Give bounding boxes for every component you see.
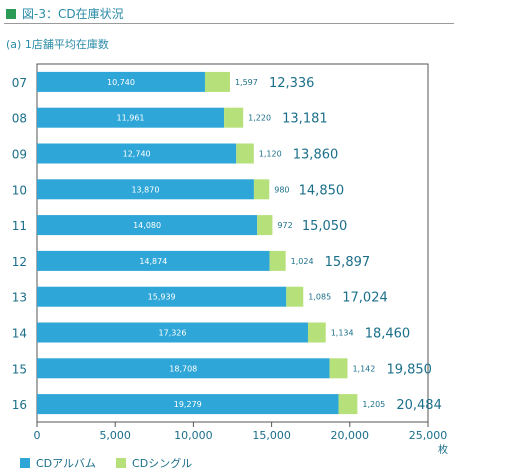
data-label-single: 1,220 [248, 114, 271, 123]
heading-rule [4, 23, 454, 24]
bar-album [37, 143, 237, 164]
bar-single [253, 179, 270, 200]
heading-square-icon [6, 8, 16, 19]
category-label: 10 [12, 183, 27, 197]
plot-frame [36, 63, 429, 423]
bar-single [286, 286, 304, 307]
category-label: 11 [12, 219, 27, 233]
x-tick-label: 20,000 [331, 429, 370, 442]
category-label: 09 [12, 148, 27, 162]
category-label: 12 [12, 255, 27, 269]
data-label-total: 13,860 [293, 148, 339, 163]
legend-item-single: CDシングル [116, 455, 192, 471]
legend-swatch-single [116, 458, 127, 468]
legend-label-album: CDアルバム [36, 457, 97, 470]
category-label: 15 [12, 362, 27, 376]
data-label-total: 19,850 [386, 362, 432, 377]
category-label: 07 [12, 76, 27, 90]
category-label: 08 [12, 112, 27, 126]
data-label-total: 18,460 [365, 327, 411, 342]
x-tick-label: 25,000 [409, 429, 448, 442]
bar-album [37, 322, 308, 343]
figure-subtitle: (a) 1店舗平均在庫数 [6, 38, 109, 51]
data-label-single: 1,085 [308, 293, 331, 302]
figure-title: 図-3：CD在庫状況 [22, 7, 124, 21]
bar-single [269, 250, 286, 271]
data-label-album: 19,279 [174, 400, 202, 409]
data-label-total: 17,024 [342, 291, 388, 306]
data-label-album: 15,939 [148, 293, 176, 302]
bar-single [329, 358, 348, 379]
bar-single [307, 322, 326, 343]
bar-single [338, 394, 358, 415]
data-label-album: 11,961 [117, 114, 145, 123]
legend-label-single: CDシングル [132, 457, 193, 470]
data-label-single: 1,597 [235, 78, 258, 87]
x-tick-label: 15,000 [252, 429, 291, 442]
bar-single [204, 71, 230, 92]
bar-album [37, 179, 254, 200]
data-label-album: 12,740 [123, 150, 151, 159]
bar-album [37, 286, 287, 307]
x-tick-label: 0 [34, 429, 41, 442]
legend: CDアルバム CDシングル [20, 455, 212, 471]
data-label-total: 13,181 [282, 112, 328, 127]
x-tick-label: 10,000 [174, 429, 213, 442]
data-label-single: 980 [274, 185, 289, 194]
x-tick-label: 5,000 [99, 429, 131, 442]
bar-album [37, 250, 270, 271]
data-label-single: 1,142 [352, 364, 375, 373]
data-label-album: 18,708 [169, 364, 197, 373]
data-label-album: 13,870 [131, 185, 159, 194]
data-label-single: 1,024 [291, 257, 314, 266]
bar-album [37, 71, 205, 92]
legend-item-album: CDアルバム [20, 455, 96, 471]
bar-single [236, 143, 254, 164]
category-label: 16 [12, 398, 27, 412]
bar-single [224, 107, 244, 128]
figure-heading: 図-3：CD在庫状況 [6, 5, 124, 22]
data-label-album: 17,326 [158, 329, 186, 338]
data-label-single: 1,134 [331, 329, 354, 338]
data-label-album: 14,874 [139, 257, 167, 266]
bar-single [257, 215, 273, 236]
legend-swatch-album [20, 458, 30, 468]
data-label-single: 1,205 [362, 400, 385, 409]
data-label-total: 15,050 [302, 219, 348, 234]
data-label-album: 10,740 [107, 78, 135, 87]
bar-album [37, 358, 330, 379]
data-label-single: 972 [277, 221, 292, 230]
bar-album [37, 107, 225, 128]
bar-album [37, 394, 339, 415]
data-label-total: 14,850 [299, 183, 345, 198]
category-label: 14 [12, 327, 27, 341]
data-label-total: 20,484 [396, 398, 442, 413]
bar-album [37, 215, 258, 236]
data-label-album: 14,080 [133, 221, 161, 230]
data-label-single: 1,120 [259, 150, 282, 159]
data-label-total: 15,897 [325, 255, 371, 270]
category-label: 13 [12, 291, 27, 305]
data-label-total: 12,336 [269, 76, 315, 91]
x-axis-unit: 枚 [438, 443, 448, 456]
